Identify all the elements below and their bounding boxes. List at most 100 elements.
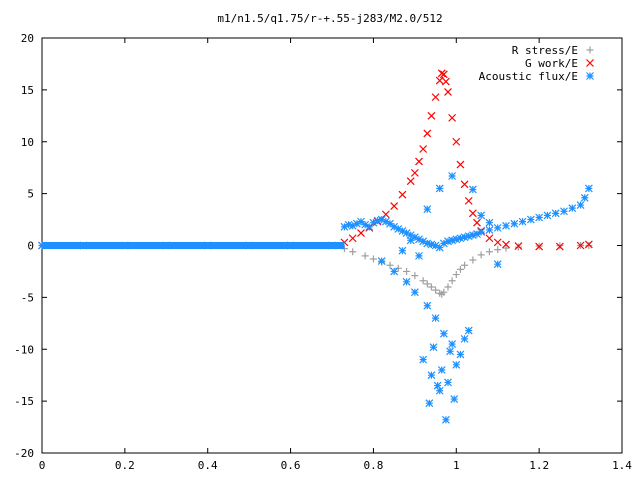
data-point: [432, 286, 440, 294]
data-point: [377, 257, 386, 265]
data-point: [535, 242, 544, 251]
x-tick-label: 1.4: [612, 459, 632, 472]
data-point: [460, 180, 469, 189]
data-point: [456, 350, 465, 359]
data-point: [485, 248, 493, 256]
data-point: [518, 217, 527, 226]
data-point: [344, 220, 353, 229]
y-tick-label: 15: [21, 84, 34, 97]
data-point: [361, 220, 370, 229]
data-point: [435, 243, 444, 252]
data-point: [423, 239, 432, 248]
data-point: [435, 386, 444, 395]
data-point: [390, 222, 399, 231]
data-point: [427, 371, 436, 380]
data-point: [448, 340, 457, 348]
data-point: [435, 184, 444, 193]
data-point: [493, 260, 502, 269]
data-point: [468, 231, 477, 240]
data-point: [568, 204, 577, 213]
x-tick-label: 0.4: [198, 459, 218, 472]
data-point: [439, 70, 448, 79]
data-point: [369, 218, 378, 227]
data-point: [423, 129, 432, 138]
data-point: [431, 314, 440, 323]
data-point: [456, 160, 465, 169]
data-point: [461, 261, 469, 269]
data-point: [390, 267, 399, 276]
data-point: [514, 242, 523, 250]
data-point: [425, 399, 434, 408]
data-point: [415, 235, 423, 244]
data-point: [555, 242, 564, 251]
data-point: [419, 237, 428, 246]
data-point: [440, 288, 448, 296]
legend-label: Acoustic flux/E: [479, 70, 578, 83]
data-point: [402, 277, 411, 286]
legend-label: G work/E: [525, 57, 578, 70]
data-marks: [38, 69, 593, 424]
data-point: [442, 77, 450, 86]
data-point: [419, 145, 428, 153]
data-point: [427, 111, 436, 120]
chart-title: m1/n1.5/q1.75/r-+.55-j283/M2.0/512: [217, 12, 442, 25]
data-point: [468, 185, 477, 194]
data-point: [560, 207, 568, 216]
data-point: [444, 283, 452, 291]
data-point: [410, 168, 419, 177]
data-point: [469, 256, 477, 264]
y-tick-label: -20: [14, 447, 34, 460]
y-tick-label: 0: [27, 240, 34, 253]
data-point: [365, 222, 374, 231]
series-acoustic-flux-e: [38, 172, 593, 424]
data-point: [373, 216, 382, 225]
x-tick-label: 0.8: [363, 459, 383, 472]
legend-marker: [586, 46, 594, 54]
data-point: [551, 209, 560, 218]
data-point: [398, 246, 407, 255]
data-point: [415, 157, 423, 166]
data-point: [419, 355, 428, 364]
data-point: [448, 236, 457, 245]
data-point: [576, 201, 585, 209]
dense-point-band: [42, 242, 345, 249]
data-point: [349, 248, 357, 256]
data-point: [485, 218, 494, 227]
data-point: [415, 251, 423, 260]
axes: 0 0.2 0.4 0.6 0.8 1 1.2 1.4 -20 -15 -10 -5 0 5 10 15 20: [14, 32, 632, 472]
data-point: [493, 223, 502, 232]
data-point: [444, 378, 452, 387]
y-tick-label: -5: [21, 291, 34, 304]
data-point: [502, 240, 510, 249]
data-point: [460, 334, 469, 343]
data-point: [452, 235, 461, 244]
data-point: [477, 228, 486, 236]
data-point: [535, 213, 544, 222]
data-point: [390, 202, 399, 210]
data-point: [494, 246, 502, 254]
data-point: [423, 205, 432, 214]
data-point: [410, 233, 419, 242]
data-point: [460, 233, 469, 242]
data-point: [394, 264, 402, 272]
data-point: [423, 301, 432, 310]
data-point: [406, 177, 415, 186]
x-tick-label: 1: [453, 459, 460, 472]
data-point: [464, 232, 473, 241]
data-point: [427, 240, 436, 249]
data-point: [444, 237, 452, 246]
data-point: [584, 240, 593, 249]
data-point: [403, 267, 411, 275]
data-point: [386, 261, 394, 269]
data-point: [437, 366, 446, 374]
legend-label: R stress/E: [512, 44, 578, 57]
data-point: [381, 217, 390, 226]
data-point: [452, 360, 461, 369]
data-point: [464, 326, 473, 335]
data-point: [410, 288, 419, 297]
data-point: [477, 211, 486, 220]
data-point: [398, 227, 407, 235]
x-tick-label: 0.6: [281, 459, 301, 472]
